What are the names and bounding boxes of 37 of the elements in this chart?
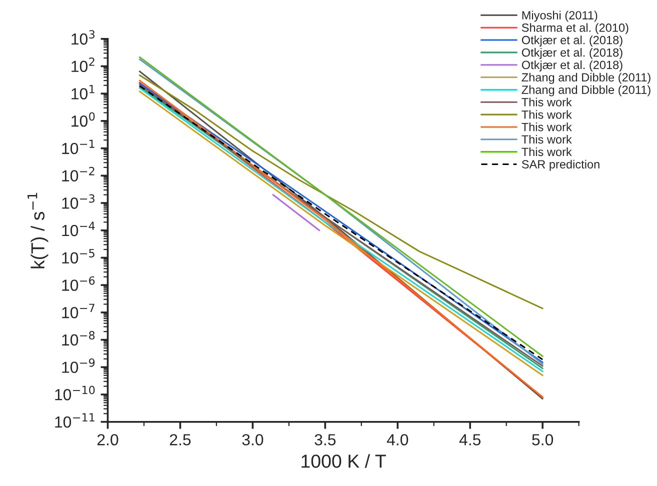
x-tick-label: 3.5	[314, 434, 336, 446]
y-tick-label: 10$^{−8}$	[62, 331, 95, 346]
y-tick-label: 10$^{2}$	[72, 57, 94, 72]
legend-label: This work	[522, 134, 572, 144]
legend-label: SAR prediction	[522, 160, 600, 171]
x-tick-label: 4.5	[459, 434, 481, 446]
y-tick-label: 10$^{−6}$	[62, 276, 95, 291]
legend-label: This work	[522, 98, 572, 106]
y-tick-label: 10$^{3}$	[72, 30, 95, 45]
legend-label: Zhang and Dibble (2011)	[522, 72, 650, 84]
y-tick-label: 10$^{−4}$	[62, 222, 95, 236]
y-tick-label: 10$^{−10}$	[55, 386, 95, 400]
x-tick-label: 4.0	[386, 434, 408, 446]
legend-label: Otkjær et al. (2018)	[522, 48, 622, 60]
legend-label: Miyoshi (2011)	[522, 10, 598, 22]
x-tick-label: 2.0	[97, 434, 118, 446]
x-tick-label: 2.5	[170, 434, 191, 446]
legend-label: Zhang and Dibble (2011)	[522, 85, 650, 96]
y-tick-label: 10$^{−3}$	[62, 194, 94, 209]
legend-label: This work	[522, 122, 572, 132]
y-tick-label: 10$^{−2}$	[62, 166, 94, 182]
y-tick-label: 10$^{−9}$	[62, 358, 95, 373]
y-tick-label: 10$^{1}$	[72, 85, 94, 100]
y-tick-label: 10$^{−5}$	[62, 249, 94, 264]
x-axis-title: 1000 K / T	[302, 454, 386, 468]
x-tick-label: 5.0	[532, 434, 554, 446]
legend-label: This work	[522, 147, 572, 156]
x-tick-label: 3.0	[242, 434, 264, 446]
legend-label: Otkjær et al. (2018)	[522, 60, 622, 72]
legend-label: This work	[522, 110, 572, 119]
y-tick-label: 10$^{−7}$	[62, 304, 94, 318]
y-axis-title: k(T) / s$^{−1}$	[28, 192, 48, 268]
legend-label: Sharma et al. (2010)	[522, 23, 628, 34]
y-tick-label: 10$^{−11}$	[55, 413, 94, 428]
y-tick-label: 10$^{0}$	[72, 112, 95, 127]
y-tick-label: 10$^{−1}$	[62, 140, 94, 154]
legend-label: Otkjær et al. (2018)	[522, 36, 622, 47]
